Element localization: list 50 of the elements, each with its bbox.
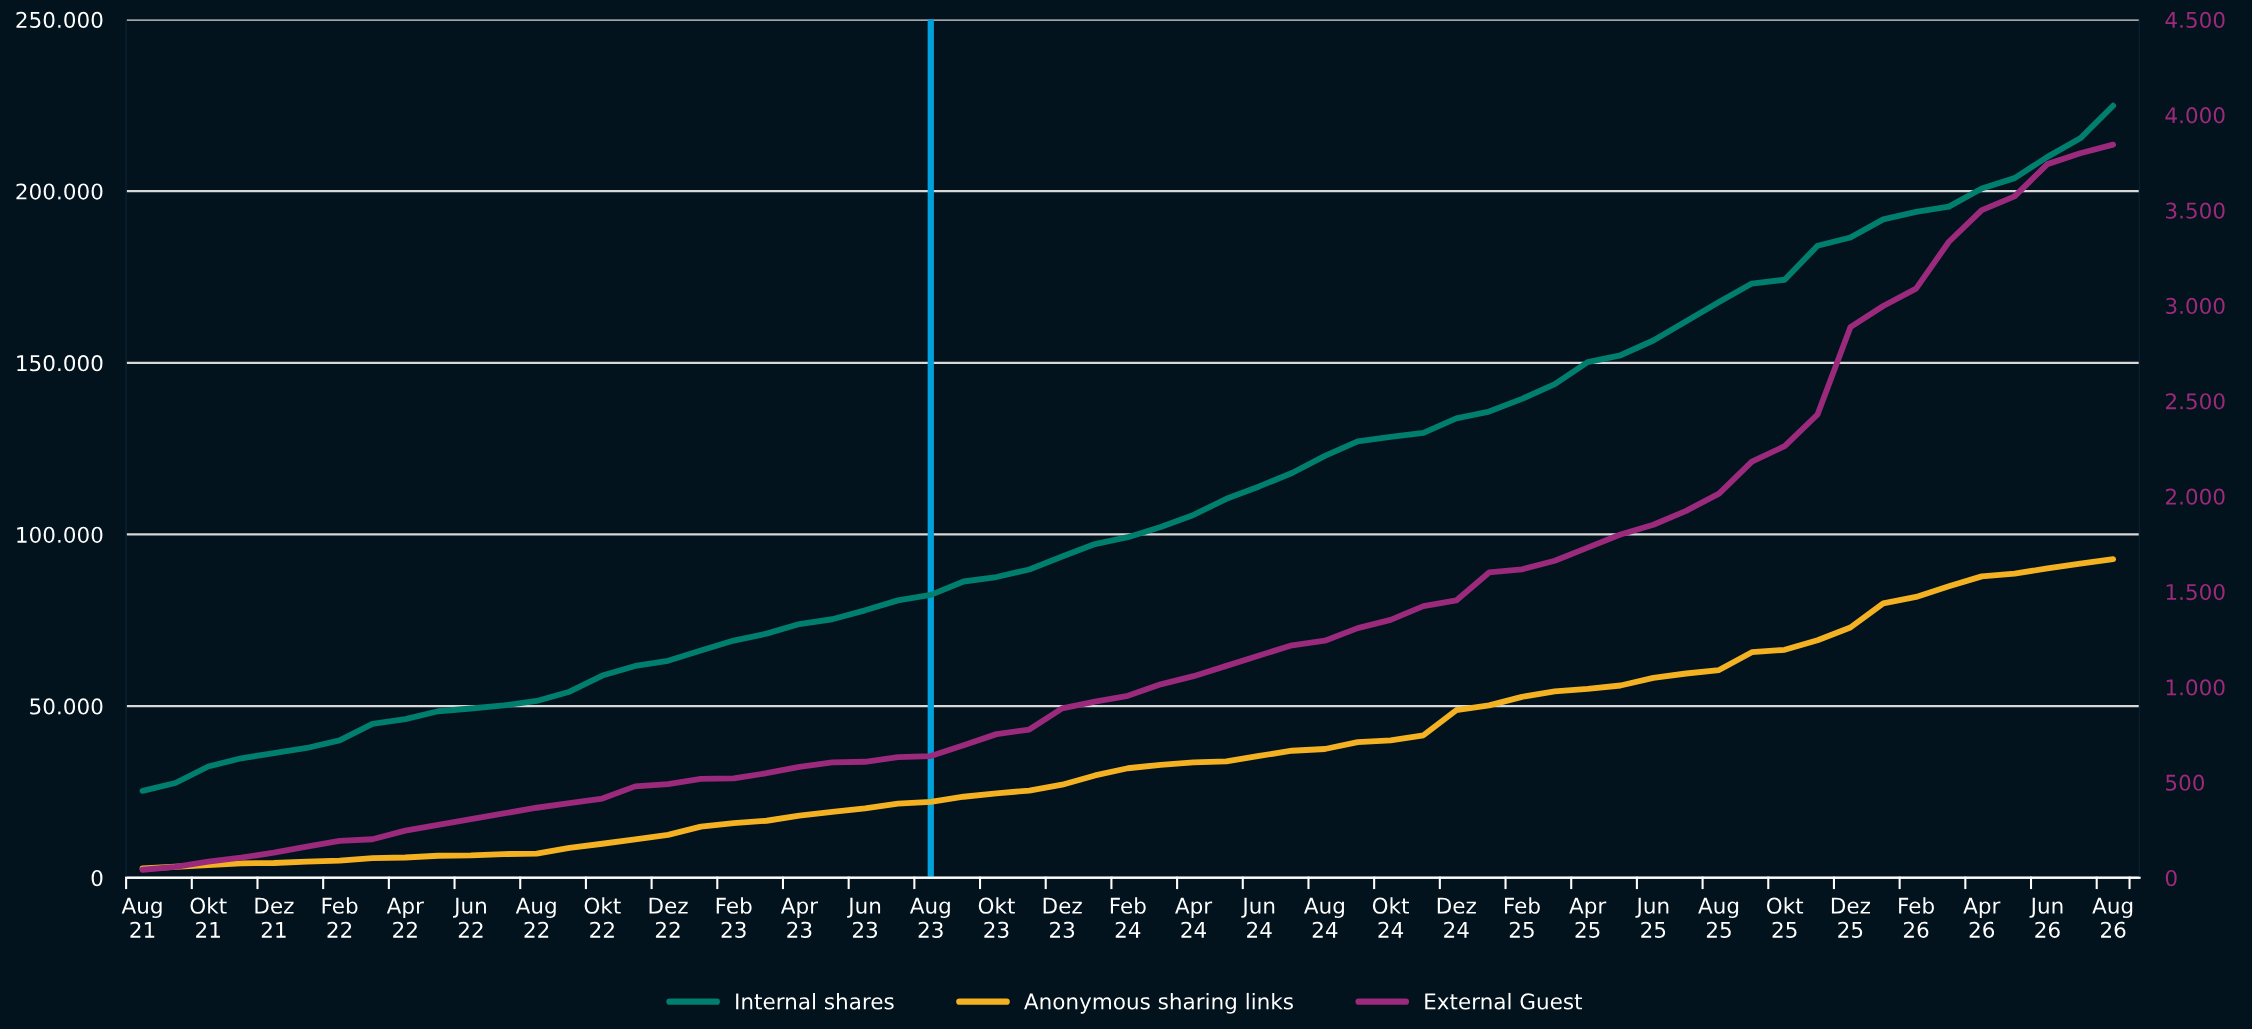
legend-label: Internal shares [736, 992, 894, 1010]
x-tick-label: Aug 26 [2092, 897, 2133, 938]
y2-tick-label: 500 [2166, 774, 2205, 791]
x-tick-label: Feb 24 [1110, 897, 1146, 938]
x-tick-label: Dez 23 [1043, 897, 1082, 938]
y2-tick-label: 3.500 [2166, 202, 2225, 219]
legend-label: Anonymous sharing links [1024, 992, 1293, 1014]
y-tick-label: 0 [91, 869, 103, 887]
y2-tick-label: 2.000 [2165, 488, 2225, 505]
x-tick-label: Feb 23 [716, 897, 752, 938]
x-tick-label: Feb 22 [322, 897, 358, 938]
x-tick-label: Feb 25 [1505, 897, 1540, 938]
x-tick-label: Dez 24 [1437, 897, 1476, 938]
x-tick-label: Jun 23 [847, 897, 881, 938]
y2-tick-label: 1.500 [2166, 583, 2225, 601]
x-tick-label: Jun 25 [1635, 897, 1669, 938]
x-tick-label: Apr 26 [1963, 897, 2001, 938]
y2-tick-label: 4.500 [2165, 11, 2225, 29]
x-tick-label: Dez 22 [649, 897, 688, 938]
x-tick-label: Dez 25 [1831, 897, 1871, 938]
x-tick-label: Aug 23 [909, 897, 950, 938]
y-tick-label: 50.000 [30, 698, 103, 715]
x-tick-label: Okt 24 [1372, 897, 1409, 938]
y-tick-label: 250.000 [16, 11, 103, 29]
x-tick-label: Okt 25 [1766, 897, 1804, 938]
x-tick-label: Apr 23 [780, 897, 819, 938]
y-tick-label: 100.000 [17, 526, 103, 543]
x-tick-label: Jun 22 [453, 897, 486, 938]
x-tick-label: Okt 23 [978, 897, 1015, 938]
x-tick-label: Aug 25 [1698, 897, 1739, 938]
x-tick-label: Jun 26 [2029, 897, 2063, 938]
x-tick-label: Apr 22 [386, 897, 424, 938]
x-tick-label: Dez 21 [255, 897, 294, 938]
y2-tick-label: 0 [2165, 869, 2177, 887]
x-tick-label: Okt 21 [190, 897, 227, 938]
y2-tick-label: 1.000 [2166, 679, 2225, 696]
x-tick-label: Jun 24 [1241, 897, 1275, 938]
y-tick-label: 200.000 [16, 183, 103, 200]
y2-tick-label: 2.500 [2165, 393, 2225, 410]
legend-label: External Guest [1425, 992, 1583, 1010]
y-tick-label: 150.000 [17, 355, 103, 372]
x-tick-label: Aug 21 [121, 897, 162, 938]
x-tick-label: Apr 25 [1569, 897, 1607, 938]
x-tick-label: Aug 24 [1304, 897, 1344, 938]
x-tick-label: Feb 26 [1899, 897, 1934, 938]
x-tick-label: Okt 22 [584, 897, 621, 938]
y2-tick-label: 4.000 [2165, 107, 2225, 124]
x-tick-label: Apr 24 [1175, 897, 1213, 938]
x-tick-label: Aug 22 [515, 897, 556, 938]
y2-tick-label: 3.000 [2166, 297, 2225, 315]
